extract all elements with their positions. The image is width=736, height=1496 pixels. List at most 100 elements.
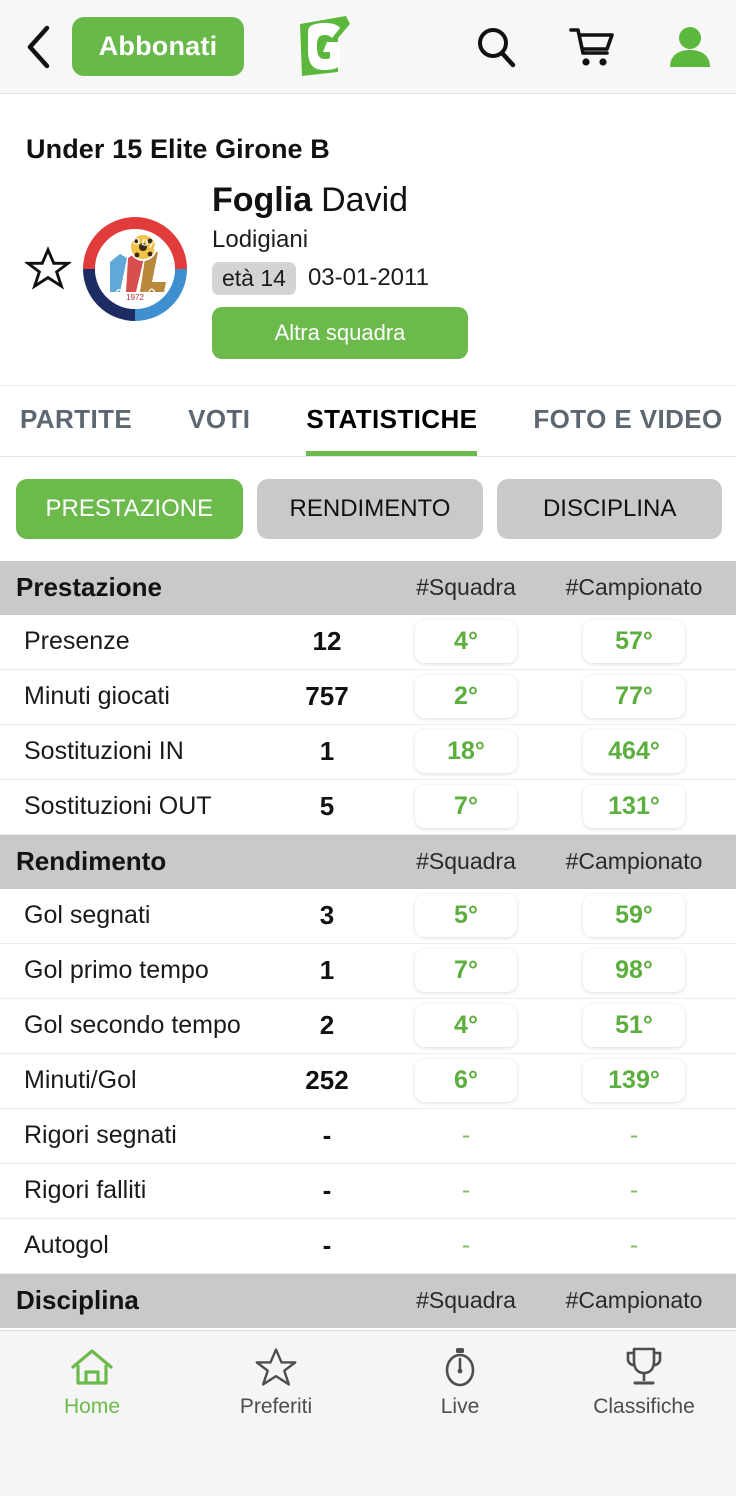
rank-badge-squadra: - bbox=[461, 1176, 471, 1204]
row-value: - bbox=[322, 1120, 332, 1150]
rank-badge-campionato: 139° bbox=[583, 1059, 685, 1102]
table-row: Sostituzioni OUT 5 7° 131° bbox=[0, 779, 736, 835]
nav-label: Classifiche bbox=[593, 1395, 695, 1418]
tab-partite[interactable]: PARTITE bbox=[20, 403, 133, 434]
rank-badge-squadra: 4° bbox=[415, 1004, 517, 1047]
player-surname: Foglia bbox=[212, 181, 313, 219]
subscribe-button[interactable]: Abbonati bbox=[72, 17, 244, 76]
row-label: Rigori segnati bbox=[24, 1121, 177, 1149]
player-team: Lodigiani bbox=[212, 225, 309, 253]
star-outline-icon bbox=[25, 245, 71, 290]
search-button[interactable] bbox=[468, 19, 524, 75]
rank-badge-squadra: 6° bbox=[415, 1059, 517, 1102]
table-row: Gol segnati 3 5° 59° bbox=[0, 888, 736, 944]
tab-foto-e-video[interactable]: FOTO E VIDEO bbox=[533, 403, 723, 434]
row-label: Sostituzioni OUT bbox=[24, 792, 212, 820]
row-label: Autogol bbox=[24, 1231, 109, 1259]
page-content: Under 15 Elite Girone B bbox=[0, 94, 736, 1330]
row-value: 252 bbox=[305, 1065, 349, 1095]
section-title: Rendimento bbox=[16, 846, 167, 876]
row-value: - bbox=[322, 1175, 332, 1205]
player-meta: età 14 03-01-2011 bbox=[212, 261, 468, 295]
row-value: 757 bbox=[305, 681, 349, 711]
rank-badge-campionato: 131° bbox=[583, 785, 685, 828]
column-header-squadra: #Squadra bbox=[416, 848, 516, 874]
row-label: Gol primo tempo bbox=[24, 956, 209, 984]
row-label: Minuti/Gol bbox=[24, 1066, 137, 1094]
segment-disciplina[interactable]: DISCIPLINA bbox=[497, 478, 722, 539]
rank-badge-squadra: 2° bbox=[415, 675, 517, 718]
back-button[interactable] bbox=[14, 23, 62, 71]
favorite-toggle[interactable] bbox=[22, 245, 74, 292]
bottom-navigation: Home Preferiti Live bbox=[0, 1330, 736, 1496]
chevron-left-icon bbox=[27, 25, 50, 68]
birthdate: 03-01-2011 bbox=[307, 264, 429, 291]
rank-badge-campionato: - bbox=[629, 1231, 639, 1259]
column-header-campionato: #Campionato bbox=[565, 1287, 703, 1313]
g-logo-icon bbox=[300, 15, 350, 76]
nav-label: Home bbox=[63, 1395, 121, 1418]
table-row: Gol secondo tempo 2 4° 51° bbox=[0, 998, 736, 1054]
row-label: Minuti giocati bbox=[24, 682, 170, 710]
rank-badge-campionato: 51° bbox=[583, 1004, 685, 1047]
rank-badge-campionato: 464° bbox=[583, 730, 685, 773]
row-value: 5 bbox=[319, 791, 335, 821]
row-label: Presenze bbox=[24, 627, 130, 655]
section-header-rendimento: Rendimento #Squadra #Campionato bbox=[0, 834, 736, 889]
row-value: 1 bbox=[319, 955, 335, 985]
column-header-squadra: #Squadra bbox=[416, 574, 516, 600]
cart-button[interactable] bbox=[564, 19, 620, 75]
row-value: 3 bbox=[319, 900, 335, 930]
table-row: Minuti/Gol 252 6° 139° bbox=[0, 1053, 736, 1109]
rank-badge-squadra: 4° bbox=[415, 620, 517, 663]
rank-badge-campionato: 59° bbox=[583, 894, 685, 937]
cart-icon bbox=[569, 27, 614, 66]
tab-statistiche[interactable]: STATISTICHE bbox=[306, 404, 478, 456]
player-given-name: David bbox=[321, 181, 409, 219]
rank-badge-campionato: - bbox=[629, 1121, 639, 1149]
nav-item-classifiche[interactable]: Classifiche bbox=[552, 1345, 736, 1419]
row-value: 1 bbox=[319, 736, 335, 766]
rank-badge-campionato: - bbox=[629, 1176, 639, 1204]
section-title: Prestazione bbox=[16, 572, 162, 602]
brand-logo[interactable] bbox=[294, 14, 356, 80]
segment-prestazione[interactable]: PRESTAZIONE bbox=[16, 478, 243, 539]
nav-item-home[interactable]: Home bbox=[0, 1345, 184, 1419]
section-title: Disciplina bbox=[16, 1285, 139, 1315]
nav-label: Preferiti bbox=[239, 1395, 313, 1418]
star-icon bbox=[255, 1348, 297, 1386]
rank-badge-squadra: 7° bbox=[415, 785, 517, 828]
profile-button[interactable] bbox=[662, 19, 718, 75]
nav-item-preferiti[interactable]: Preferiti bbox=[184, 1345, 368, 1419]
rank-badge-squadra: 7° bbox=[415, 949, 517, 992]
table-row: Minuti giocati 757 2° 77° bbox=[0, 669, 736, 725]
table-row: Sostituzioni IN 1 18° 464° bbox=[0, 724, 736, 780]
rank-badge-campionato: 77° bbox=[583, 675, 685, 718]
row-value: - bbox=[322, 1230, 332, 1260]
table-row: Rigori segnati - - - bbox=[0, 1108, 736, 1164]
table-row: Presenze 12 4° 57° bbox=[0, 614, 736, 670]
team-crest-icon: ASD LODIGIANI CALCIO 1972 bbox=[78, 206, 187, 321]
nav-item-live[interactable]: Live bbox=[368, 1345, 552, 1419]
column-header-squadra: #Squadra bbox=[416, 1287, 516, 1313]
rank-badge-squadra: - bbox=[461, 1121, 471, 1149]
column-header-campionato: #Campionato bbox=[565, 848, 703, 874]
row-label: Gol segnati bbox=[24, 901, 151, 929]
person-icon bbox=[670, 26, 710, 67]
age-badge: età 14 bbox=[212, 261, 296, 295]
stopwatch-icon bbox=[445, 1348, 475, 1387]
tab-voti[interactable]: VOTI bbox=[188, 403, 251, 434]
other-team-button[interactable]: Altra squadra bbox=[212, 306, 468, 359]
nav-label: Live bbox=[440, 1395, 480, 1418]
segment-rendimento[interactable]: RENDIMENTO bbox=[256, 478, 484, 539]
section-header-prestazione: Prestazione #Squadra #Campionato bbox=[0, 560, 736, 615]
trophy-icon bbox=[626, 1347, 662, 1385]
home-icon bbox=[71, 1349, 113, 1385]
row-value: 2 bbox=[319, 1010, 335, 1040]
row-value: 12 bbox=[312, 626, 342, 656]
rank-badge-squadra: - bbox=[461, 1231, 471, 1259]
row-label: Sostituzioni IN bbox=[24, 737, 184, 765]
section-header-disciplina: Disciplina #Squadra #Campionato bbox=[0, 1273, 736, 1328]
competition-title: Under 15 Elite Girone B bbox=[26, 134, 330, 164]
